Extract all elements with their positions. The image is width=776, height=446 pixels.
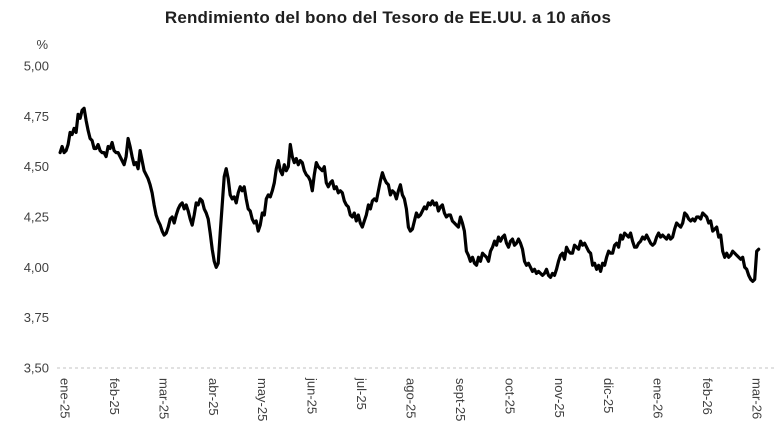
x-tick-label: mar-26 bbox=[750, 378, 765, 419]
x-tick-label: jun-25 bbox=[305, 377, 320, 414]
x-tick-label: sept-25 bbox=[453, 378, 468, 421]
x-tick-label: feb-26 bbox=[700, 378, 715, 415]
x-tick-label: oct-25 bbox=[502, 378, 517, 414]
y-axis-unit-label: % bbox=[36, 37, 48, 52]
y-tick-label: 3,75 bbox=[24, 310, 49, 325]
y-tick-label: 3,50 bbox=[24, 360, 49, 375]
chart-title: Rendimiento del bono del Tesoro de EE.UU… bbox=[164, 8, 612, 27]
x-tick-label: ago-25 bbox=[404, 378, 419, 418]
x-tick-label: dic-25 bbox=[601, 378, 616, 413]
y-tick-label: 5,00 bbox=[24, 59, 49, 74]
x-tick-label: jul-25 bbox=[354, 377, 369, 410]
y-tick-label: 4,25 bbox=[24, 209, 49, 224]
x-tick-label: feb-25 bbox=[107, 378, 122, 415]
x-tick-label: nov-25 bbox=[552, 378, 567, 418]
yield-line bbox=[58, 106, 761, 283]
x-tick-label: mar-25 bbox=[156, 378, 171, 419]
x-tick-label: may-25 bbox=[255, 378, 270, 421]
y-tick-label: 4,75 bbox=[24, 109, 49, 124]
x-tick-label: ene-26 bbox=[651, 378, 666, 418]
x-tick-label: abr-25 bbox=[206, 378, 221, 416]
x-tick-label: ene-25 bbox=[58, 378, 73, 418]
y-tick-label: 4,50 bbox=[24, 159, 49, 174]
y-tick-label: 4,00 bbox=[24, 260, 49, 275]
